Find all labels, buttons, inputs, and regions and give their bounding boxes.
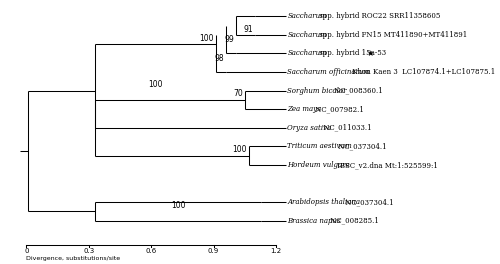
Text: spp. hybrid ROC22 SRR11358605: spp. hybrid ROC22 SRR11358605 <box>318 12 440 20</box>
Text: NC_011033.1: NC_011033.1 <box>321 124 372 132</box>
Text: 100: 100 <box>232 145 247 154</box>
Text: 0.6: 0.6 <box>146 248 156 254</box>
Text: Hordeum vulgare: Hordeum vulgare <box>288 161 350 169</box>
Text: NC_008285.1: NC_008285.1 <box>328 217 378 225</box>
Text: 1.2: 1.2 <box>270 248 281 254</box>
Text: Sorghum bicolor: Sorghum bicolor <box>288 87 347 95</box>
Text: Triticum aestivum: Triticum aestivum <box>288 142 352 150</box>
Text: spp. hybrid FN15 MT411890+MT411891: spp. hybrid FN15 MT411890+MT411891 <box>318 31 468 39</box>
Text: 0: 0 <box>24 248 28 254</box>
Text: Saccharum: Saccharum <box>288 31 327 39</box>
Text: spp. hybrid 15a-53: spp. hybrid 15a-53 <box>318 49 386 58</box>
Text: 98: 98 <box>214 54 224 63</box>
Text: Divergence, substitutions/site: Divergence, substitutions/site <box>26 256 120 261</box>
Text: NC_008360.1: NC_008360.1 <box>332 87 383 95</box>
Text: 99: 99 <box>224 35 234 44</box>
Text: Khon Kaen 3  LC107874.1+LC107875.1: Khon Kaen 3 LC107874.1+LC107875.1 <box>350 68 496 76</box>
Text: Oryza sativa: Oryza sativa <box>288 124 332 132</box>
Text: 100: 100 <box>199 34 214 43</box>
Text: NC_037304.1: NC_037304.1 <box>342 198 393 206</box>
Text: Zea mays: Zea mays <box>288 105 321 113</box>
Text: Saccharum officinarum: Saccharum officinarum <box>288 68 370 76</box>
Text: ★: ★ <box>366 49 374 58</box>
Text: 70: 70 <box>233 89 242 98</box>
Text: Saccharum: Saccharum <box>288 49 327 58</box>
Text: 91: 91 <box>244 25 253 34</box>
Text: 100: 100 <box>148 80 162 89</box>
Text: 100: 100 <box>171 201 186 210</box>
Text: 0.9: 0.9 <box>208 248 219 254</box>
Text: Arabidopsis thaliana: Arabidopsis thaliana <box>288 198 360 206</box>
Text: Saccharum: Saccharum <box>288 12 327 20</box>
Text: IBSC_v2.dna Mt:1:525599:1: IBSC_v2.dna Mt:1:525599:1 <box>334 161 438 169</box>
Text: NC_007982.1: NC_007982.1 <box>313 105 364 113</box>
Text: NC_037304.1: NC_037304.1 <box>336 142 387 150</box>
Text: 0.3: 0.3 <box>83 248 94 254</box>
Text: Brassica napus: Brassica napus <box>288 217 341 225</box>
